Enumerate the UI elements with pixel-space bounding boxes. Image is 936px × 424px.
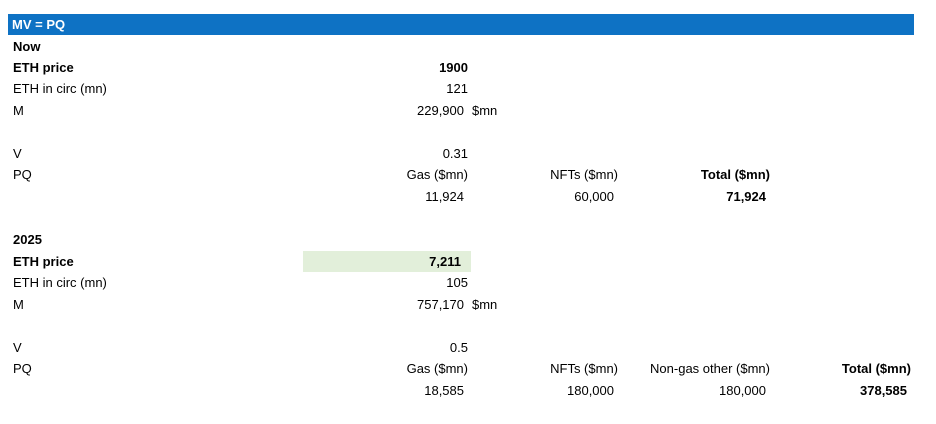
y2025-m-value-cell[interactable]: 757,170 [417,297,464,312]
y2025-nfts-value-cell[interactable]: 180,000 [567,383,614,398]
y2025-m-label-cell[interactable]: M [13,297,24,312]
now-eth-circ-cell[interactable]: 121 [446,81,468,96]
now-gas-header-cell[interactable]: Gas ($mn) [406,167,468,182]
now-m-label-cell[interactable]: M [13,103,24,118]
y2025-eth-price-cell[interactable]: 7,211 [429,254,461,269]
now-v-label-cell[interactable]: V [13,146,22,161]
now-v-value-cell[interactable]: 0.31 [442,146,468,161]
now-m-unit-cell[interactable]: $mn [472,103,498,118]
now-total-value-cell[interactable]: 71,924 [726,189,766,204]
y2025-eth-circ-label-cell[interactable]: ETH in circ (mn) [13,275,107,290]
now-nfts-header-cell[interactable]: NFTs ($mn) [550,167,618,182]
now-eth-price-cell[interactable]: 1900 [439,60,468,75]
now-heading-cell[interactable]: Now [13,39,41,54]
y2025-total-header-cell[interactable]: Total ($mn) [841,361,911,376]
now-pq-label-cell[interactable]: PQ [13,167,32,182]
y2025-total-value-cell[interactable]: 378,585 [860,383,907,398]
y2025-eth-circ-cell[interactable]: 105 [446,275,468,290]
y2025-gas-value-cell[interactable]: 18,585 [424,383,464,398]
y2025-eth-price-label-cell[interactable]: ETH price [13,254,74,269]
y2025-v-value-cell[interactable]: 0.5 [449,340,468,355]
now-m-value-cell[interactable]: 229,900 [417,103,464,118]
y2025-pq-label-cell[interactable]: PQ [13,361,32,376]
y2025-heading-cell[interactable]: 2025 [13,232,42,247]
title-banner[interactable]: MV = PQ [8,14,914,35]
title-cell[interactable]: MV = PQ [12,17,66,32]
y2025-nongas-value-cell[interactable]: 180,000 [719,383,766,398]
y2025-m-unit-cell[interactable]: $mn [472,297,498,312]
now-nfts-value-cell[interactable]: 60,000 [574,189,614,204]
now-gas-value-cell[interactable]: 11,924 [425,189,464,204]
y2025-gas-header-cell[interactable]: Gas ($mn) [406,361,468,376]
y2025-nfts-header-cell[interactable]: NFTs ($mn) [550,361,618,376]
y2025-v-label-cell[interactable]: V [13,340,22,355]
selected-cell-highlight [303,251,471,272]
now-eth-price-label-cell[interactable]: ETH price [13,60,74,75]
y2025-nongas-header-cell[interactable]: Non-gas other ($mn) [650,361,770,376]
now-eth-circ-label-cell[interactable]: ETH in circ (mn) [13,81,107,96]
now-total-header-cell[interactable]: Total ($mn) [700,167,770,182]
